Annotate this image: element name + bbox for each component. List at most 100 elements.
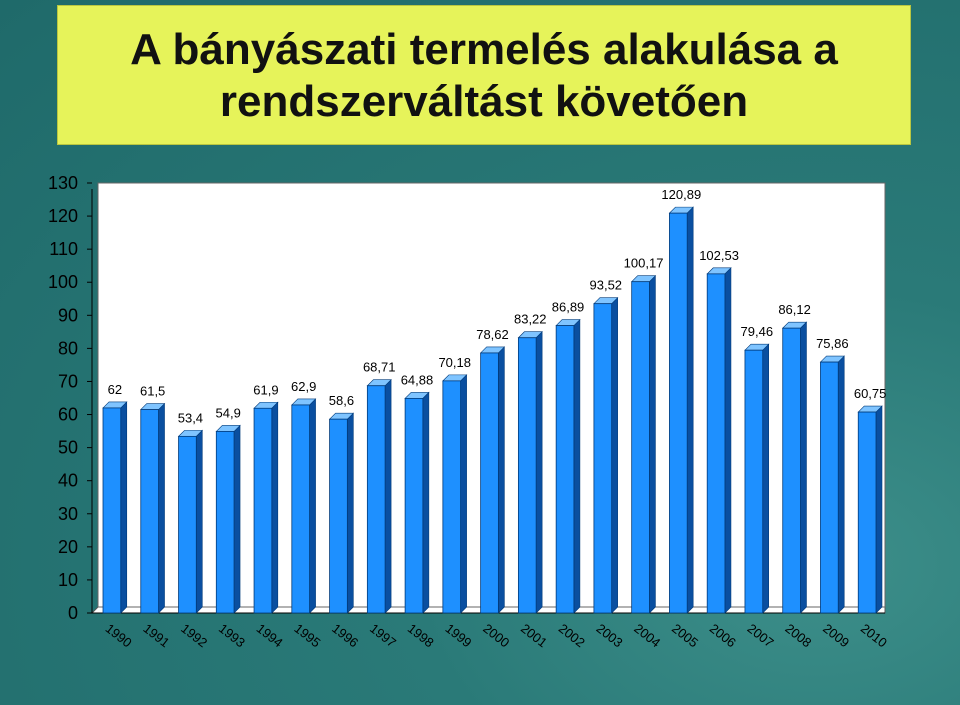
bar-side [158, 402, 165, 614]
bar-side [309, 398, 316, 614]
bar-2006 [706, 273, 726, 614]
data-label-2006: 102,53 [699, 248, 739, 263]
chart-title: A bányászati termelés alakulása a rendsz… [130, 25, 838, 126]
bar-1992 [178, 435, 197, 614]
bar-2002 [555, 325, 575, 614]
bar-side [875, 405, 883, 614]
bar-side [724, 267, 732, 614]
x-tick-label-1997: 1997 [367, 621, 399, 651]
data-label-2001: 83,22 [514, 312, 547, 327]
bar-1991 [140, 409, 159, 614]
bar-side [611, 296, 618, 614]
bar-side [498, 346, 505, 614]
data-label-2008: 86,12 [778, 302, 811, 317]
x-tick-label-2000: 2000 [480, 621, 512, 651]
data-label-2010: 60,75 [854, 386, 887, 401]
x-tick-label-2009: 2009 [820, 621, 852, 651]
x-tick-label-2006: 2006 [707, 621, 739, 651]
data-label-2007: 79,46 [741, 324, 774, 339]
bar-2010 [857, 411, 877, 614]
x-tick-label-1996: 1996 [329, 621, 361, 651]
bar-side [535, 331, 543, 614]
bar-1998 [404, 397, 424, 614]
x-tick-label-2002: 2002 [556, 621, 588, 651]
x-tick-label-1990: 1990 [103, 621, 135, 651]
data-label-1999: 70,18 [438, 355, 471, 370]
bar-side [233, 424, 241, 614]
y-tick-label: 50 [58, 438, 78, 458]
bar-1994 [253, 407, 273, 614]
x-tick-label-2003: 2003 [594, 621, 626, 651]
x-tick-label-1991: 1991 [140, 621, 172, 651]
bar-side [195, 429, 203, 614]
y-tick-label: 70 [58, 371, 78, 391]
bar-side [686, 206, 694, 614]
bar-side [422, 391, 430, 614]
bar-side [460, 374, 467, 614]
bar-2007 [744, 349, 764, 614]
bar-2001 [517, 337, 537, 614]
data-label-2005: 120,89 [661, 187, 701, 202]
bar-side [347, 412, 354, 614]
data-label-2003: 93,52 [590, 278, 623, 293]
bar-1997 [366, 385, 386, 614]
y-tick-label: 120 [48, 206, 78, 226]
x-tick-label-1999: 1999 [442, 621, 474, 651]
y-tick-label: 30 [58, 504, 78, 524]
data-label-1997: 68,71 [363, 360, 396, 375]
y-tick-label: 100 [48, 272, 78, 292]
data-label-1991: 61,5 [140, 384, 165, 399]
bar-1999 [442, 380, 462, 614]
x-tick-label-1994: 1994 [254, 621, 286, 651]
bar-2003 [593, 303, 613, 614]
x-tick-label-1998: 1998 [405, 621, 437, 651]
y-tick-label: 80 [58, 338, 78, 358]
data-label-2009: 75,86 [816, 336, 849, 351]
data-label-1995: 62,9 [291, 379, 316, 394]
bar-2008 [782, 327, 801, 614]
bar-side [384, 379, 392, 614]
y-tick-label: 40 [58, 471, 78, 491]
bar-2000 [480, 352, 499, 614]
x-tick-label-1993: 1993 [216, 621, 248, 651]
bar-1993 [215, 431, 235, 614]
bar-side [649, 274, 656, 614]
data-label-1990: 62 [108, 382, 122, 397]
data-label-1996: 58,6 [329, 393, 354, 408]
y-tick-label: 90 [58, 305, 78, 325]
x-tick-label-1992: 1992 [178, 621, 210, 651]
bar-1996 [329, 418, 348, 614]
title-box: A bányászati termelés alakulása a rendsz… [57, 5, 911, 145]
bar-side [271, 401, 279, 614]
data-label-2004: 100,17 [624, 256, 664, 271]
data-label-2000: 78,62 [476, 327, 509, 342]
x-tick-label-2008: 2008 [782, 621, 814, 651]
bar-side [120, 401, 128, 614]
x-tick-label-2007: 2007 [745, 621, 777, 651]
bar-2005 [669, 212, 688, 614]
x-tick-label-1995: 1995 [291, 621, 323, 651]
y-tick-label: 20 [58, 537, 78, 557]
data-label-1994: 61,9 [253, 382, 278, 397]
x-tick-label-2001: 2001 [518, 621, 550, 651]
bar-side [800, 321, 807, 614]
x-tick-label-2004: 2004 [631, 621, 663, 651]
x-tick-label-2010: 2010 [858, 621, 890, 651]
y-tick-label: 110 [49, 239, 78, 259]
data-label-1998: 64,88 [401, 372, 434, 387]
bar-side [837, 355, 845, 614]
data-label-1993: 54,9 [216, 405, 241, 420]
data-label-1992: 53,4 [178, 410, 203, 425]
data-label-2002: 86,89 [552, 300, 585, 315]
x-tick-label-2005: 2005 [669, 621, 701, 651]
y-tick-label: 130 [48, 173, 78, 193]
y-tick-label: 60 [58, 405, 78, 425]
bar-2009 [820, 361, 839, 614]
bar-side [762, 343, 770, 614]
bar-2004 [631, 281, 650, 614]
y-tick-label: 0 [68, 603, 78, 623]
y-tick-label: 10 [58, 570, 78, 590]
bar-1995 [291, 404, 310, 614]
bar-side [573, 318, 581, 614]
